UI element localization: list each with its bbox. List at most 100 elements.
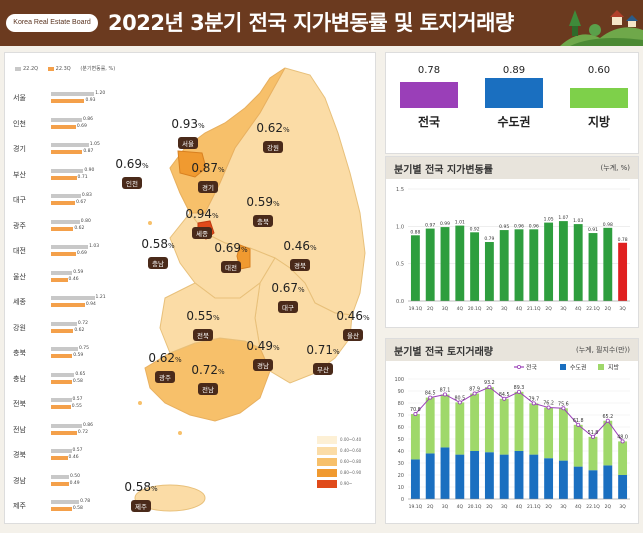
region-name: 전남 bbox=[13, 425, 26, 434]
curr-quarter-bar bbox=[51, 507, 72, 511]
total-value-label: 51.8 bbox=[588, 430, 599, 436]
price-value-label: 0.91 bbox=[588, 227, 598, 233]
total-value-label: 93.2 bbox=[484, 380, 495, 386]
price-bar bbox=[618, 242, 628, 301]
region-name: 인천 bbox=[13, 119, 26, 128]
map-label-sejong: 0.94% 세종 bbox=[180, 207, 224, 240]
region-name: 광주 bbox=[13, 221, 26, 230]
region-bar-row: 경기 1.05 0.87 bbox=[11, 140, 106, 162]
provincial-bar bbox=[618, 441, 628, 475]
prev-quarter-bar bbox=[51, 92, 95, 96]
price-value-label: 1.05 bbox=[544, 217, 554, 223]
prev-quarter-bar bbox=[51, 398, 72, 402]
x-tick-label: 3Q bbox=[619, 504, 626, 510]
capital-area-bar bbox=[499, 454, 509, 499]
prev-quarter-value: 0.57 bbox=[72, 448, 83, 453]
capital-area-bar bbox=[544, 458, 554, 499]
map-label-seoul: 0.93% 서울 bbox=[166, 117, 210, 150]
curr-quarter-bar bbox=[51, 303, 85, 307]
x-tick-label: 21.1Q bbox=[527, 306, 541, 312]
map-region-name: 울산 bbox=[343, 329, 363, 341]
map-region-name: 제주 bbox=[131, 500, 151, 512]
total-value-label: 84.5 bbox=[425, 391, 436, 397]
prev-quarter-value: 1.21 bbox=[95, 295, 106, 300]
national-point bbox=[620, 439, 625, 444]
region-name: 부산 bbox=[13, 170, 26, 179]
map-region-name: 경기 bbox=[198, 181, 218, 193]
legend-swatch bbox=[317, 458, 337, 466]
region-bar-row: 세종 1.21 0.94 bbox=[11, 293, 106, 315]
x-tick-label: 4Q bbox=[516, 504, 523, 510]
map-pct-value: 0.58 bbox=[124, 480, 152, 494]
region-name: 경남 bbox=[13, 476, 26, 485]
prev-quarter-bar bbox=[51, 245, 89, 249]
prev-quarter-value: 0.90 bbox=[84, 167, 95, 173]
map-pct-value: 0.62 bbox=[148, 351, 176, 365]
summary-panel: 0.78 전국 0.89 수도권 0.60 지방 bbox=[385, 52, 639, 154]
map-legend-item: 0.00~0.40 bbox=[317, 435, 369, 445]
y-tick-label: 60 bbox=[398, 425, 404, 431]
y-tick-label: 50 bbox=[398, 437, 404, 443]
prev-quarter-value: 0.86 bbox=[82, 422, 93, 428]
national-point bbox=[472, 391, 477, 396]
region-bar-row: 강원 0.72 0.62 bbox=[11, 319, 106, 341]
curr-quarter-value: 0.58 bbox=[72, 506, 83, 511]
map-label-jeonbuk: 0.55% 전북 bbox=[181, 309, 225, 342]
region-bar-row: 대구 0.83 0.67 bbox=[11, 191, 106, 213]
map-region-name: 충남 bbox=[148, 257, 168, 269]
national-point bbox=[546, 405, 551, 410]
map-label-jeju: 0.58% 제주 bbox=[119, 480, 163, 513]
price-bar bbox=[484, 242, 494, 301]
price-value-label: 1.07 bbox=[558, 215, 568, 221]
land-volume-stacked-chart: 전국 수도권 지방 0 10 20 30 40 50 60 70 80 90 100 19.1Q 2Q 3Q 4Q… bbox=[394, 364, 630, 510]
x-tick-label: 3Q bbox=[560, 306, 567, 312]
legend-label: 지방 bbox=[608, 364, 620, 372]
summary-item: 0.60 지방 bbox=[564, 65, 634, 130]
region-bar-row: 광주 0.80 0.62 bbox=[11, 217, 106, 239]
legend-range: 0.90~ bbox=[340, 481, 353, 486]
x-tick-label: 3Q bbox=[501, 306, 508, 312]
prev-quarter-bar bbox=[51, 423, 82, 428]
price-bar bbox=[425, 228, 435, 301]
map-legend-item: 0.40~0.60 bbox=[317, 446, 369, 456]
region-bar-row: 충남 0.65 0.58 bbox=[11, 370, 106, 392]
y-tick-label: 80 bbox=[398, 401, 404, 407]
curr-quarter-bar bbox=[51, 252, 76, 256]
region-name: 세종 bbox=[13, 298, 26, 306]
map-pct-unit: % bbox=[218, 368, 225, 376]
national-point bbox=[605, 418, 610, 423]
provincial-bar bbox=[558, 408, 568, 461]
village-illustration-icon bbox=[560, 10, 643, 46]
national-point bbox=[531, 401, 536, 406]
map-pct-value: 0.59 bbox=[246, 195, 274, 209]
price-value-label: 0.79 bbox=[484, 236, 494, 242]
map-region-name: 전남 bbox=[198, 383, 218, 395]
provincial-bar bbox=[529, 403, 539, 455]
x-tick-label: 4Q bbox=[457, 504, 464, 510]
map-region-name: 강원 bbox=[263, 141, 283, 153]
x-tick-label: 2Q bbox=[427, 306, 434, 312]
curr-quarter-bar bbox=[51, 405, 71, 409]
provincial-bar bbox=[425, 397, 435, 454]
map-region-name: 세종 bbox=[192, 227, 212, 239]
x-tick-label: 3Q bbox=[501, 504, 508, 510]
prev-quarter-bar bbox=[51, 500, 80, 504]
legend-range: 0.60~0.80 bbox=[340, 459, 362, 464]
legend-range: 0.00~0.40 bbox=[340, 437, 362, 442]
map-legend: 0.00~0.40 0.40~0.60 0.60~0.80 0.80~0.90 0.90… bbox=[317, 435, 369, 490]
map-pct-unit: % bbox=[142, 162, 149, 170]
map-label-busan: 0.71% 부산 bbox=[301, 343, 345, 376]
capital-area-bar bbox=[410, 459, 420, 499]
region-bar-row: 전남 0.86 0.72 bbox=[11, 421, 106, 443]
summary-bar bbox=[570, 88, 628, 108]
x-tick-label: 3Q bbox=[560, 504, 567, 510]
price-bar bbox=[603, 227, 613, 301]
national-point bbox=[590, 434, 595, 439]
national-point bbox=[457, 400, 462, 405]
map-pct-value: 0.69 bbox=[214, 241, 242, 255]
map-pct-value: 0.58 bbox=[141, 237, 169, 251]
land-volume-chart-title: 분기별 전국 토지거래량 bbox=[394, 347, 493, 358]
total-value-label: 65.2 bbox=[602, 414, 613, 420]
curr-quarter-value: 0.87 bbox=[83, 149, 94, 154]
curr-quarter-bar bbox=[51, 456, 68, 460]
